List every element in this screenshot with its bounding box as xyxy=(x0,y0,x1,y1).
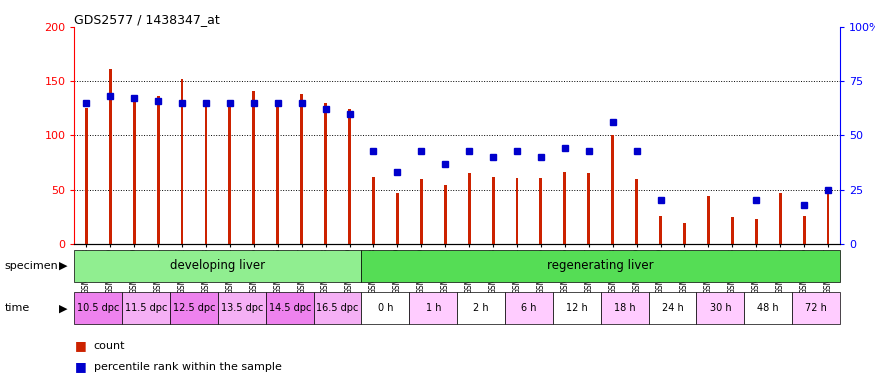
Text: 12.5 dpc: 12.5 dpc xyxy=(172,303,215,313)
Bar xyxy=(180,79,184,244)
Bar xyxy=(458,292,505,324)
Text: 10.5 dpc: 10.5 dpc xyxy=(77,303,120,313)
Text: developing liver: developing liver xyxy=(171,260,265,272)
Bar xyxy=(755,219,758,244)
Bar xyxy=(74,292,122,324)
Text: time: time xyxy=(4,303,30,313)
Text: 1 h: 1 h xyxy=(425,303,441,313)
Text: 18 h: 18 h xyxy=(614,303,635,313)
Bar xyxy=(648,292,696,324)
Text: 6 h: 6 h xyxy=(522,303,536,313)
Bar xyxy=(205,103,207,244)
Text: regenerating liver: regenerating liver xyxy=(548,260,654,272)
Bar xyxy=(683,223,686,244)
Bar xyxy=(420,179,423,244)
Bar xyxy=(492,177,494,244)
Bar xyxy=(133,96,136,244)
Bar xyxy=(324,103,327,244)
Bar xyxy=(792,292,840,324)
Bar xyxy=(564,172,566,244)
Text: 48 h: 48 h xyxy=(758,303,779,313)
Bar xyxy=(802,216,806,244)
Text: 0 h: 0 h xyxy=(378,303,393,313)
Bar xyxy=(348,109,351,244)
Bar xyxy=(731,217,734,244)
Text: count: count xyxy=(94,341,125,351)
Bar xyxy=(313,292,361,324)
Bar xyxy=(361,250,840,282)
Bar xyxy=(228,103,231,244)
Bar xyxy=(601,292,648,324)
Bar xyxy=(170,292,218,324)
Text: ■: ■ xyxy=(74,339,86,352)
Text: 14.5 dpc: 14.5 dpc xyxy=(269,303,311,313)
Bar xyxy=(252,91,255,244)
Bar xyxy=(361,292,410,324)
Bar xyxy=(553,292,601,324)
Bar xyxy=(266,292,313,324)
Bar xyxy=(85,108,88,244)
Bar xyxy=(659,216,662,244)
Bar xyxy=(372,177,374,244)
Text: 16.5 dpc: 16.5 dpc xyxy=(317,303,359,313)
Text: specimen: specimen xyxy=(4,261,58,271)
Bar xyxy=(157,96,159,244)
Text: 24 h: 24 h xyxy=(662,303,683,313)
Bar xyxy=(300,94,303,244)
Bar xyxy=(218,292,266,324)
Bar xyxy=(396,193,399,244)
Text: 30 h: 30 h xyxy=(710,303,731,313)
Bar xyxy=(468,173,471,244)
Bar xyxy=(123,292,170,324)
Bar xyxy=(410,292,458,324)
Bar xyxy=(505,292,553,324)
Text: 13.5 dpc: 13.5 dpc xyxy=(220,303,263,313)
Bar xyxy=(612,136,614,244)
Text: 12 h: 12 h xyxy=(566,303,588,313)
Bar xyxy=(444,185,446,244)
Text: 2 h: 2 h xyxy=(473,303,489,313)
Bar xyxy=(515,178,519,244)
Text: ▶: ▶ xyxy=(59,303,67,313)
Text: ▶: ▶ xyxy=(59,261,67,271)
Text: ■: ■ xyxy=(74,360,86,373)
Text: 72 h: 72 h xyxy=(805,303,827,313)
Bar xyxy=(276,102,279,244)
Bar xyxy=(587,173,591,244)
Bar xyxy=(540,178,542,244)
Text: 11.5 dpc: 11.5 dpc xyxy=(125,303,167,313)
Bar xyxy=(827,193,830,244)
Bar xyxy=(635,179,638,244)
Bar xyxy=(779,193,781,244)
Bar xyxy=(108,69,112,244)
Bar xyxy=(74,250,361,282)
Bar xyxy=(707,196,710,244)
Text: GDS2577 / 1438347_at: GDS2577 / 1438347_at xyxy=(74,13,220,26)
Bar xyxy=(696,292,745,324)
Text: percentile rank within the sample: percentile rank within the sample xyxy=(94,362,282,372)
Bar xyxy=(745,292,792,324)
